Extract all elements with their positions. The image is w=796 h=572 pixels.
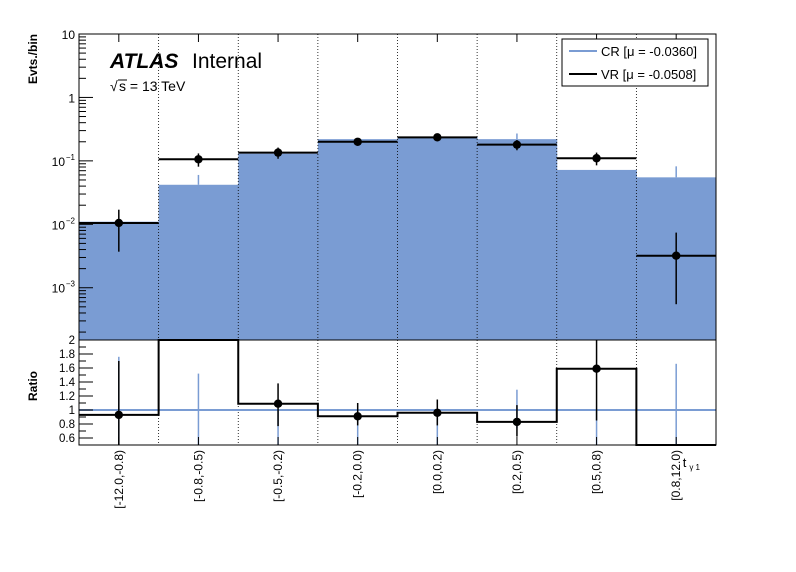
ratio-y-tick-label: 0.6 [59,433,75,445]
main-y-tick-label: 10 [52,155,66,169]
atlas-label: ATLAS [109,50,178,73]
x-axis-label-main: t [683,455,687,470]
energy-label: s = 13 TeV [119,78,186,94]
x-tick-label: [-0.2,0.0) [351,450,365,498]
ratio-panel: 0.6 0.8 1 1.2 1.4 1.6 1.8 2 [-12.0,-0.8) [-0.8,-… [26,335,717,509]
sqrt-symbol: √ [110,78,118,94]
main-y-tick-label: 1 [68,91,75,105]
x-tick-label: [0.0,0.2) [430,450,444,494]
x-tick-label: [-0.5,-0.2) [271,450,285,502]
ratio-y-tick-label: 1.8 [59,349,75,361]
vr-point [273,148,283,157]
ratio-y-tick-label: 1.4 [59,377,76,389]
x-axis-label-sub: γ 1 [689,463,700,472]
ratio-y-tick-label: 1.2 [59,391,75,403]
main-bin-separators [158,34,637,340]
cr-bar [238,153,319,340]
ratio-point [114,410,124,420]
ratio-point [592,364,601,373]
cr-error-bars [197,133,677,185]
x-tick-labels: [-12.0,-0.8) [-0.8,-0.5) [-0.5,-0.2) [-0.2,… [112,450,683,509]
internal-label: Internal [192,50,262,73]
vr-points [79,133,716,305]
vr-point [433,133,442,142]
cr-bar [397,136,478,340]
cr-bar [158,184,239,340]
main-y-tick-label: 10 [52,218,66,232]
cr-bar [317,139,398,340]
x-tick-label: [0.2,0.5) [510,450,524,494]
main-y-tick-exponent: −3 [66,280,76,289]
vr-point [592,154,601,163]
ratio-point [353,412,362,421]
vr-point [512,140,522,149]
ratio-y-tick-label: 1 [69,405,75,417]
x-tick-label: [-12.0,-0.8) [112,450,126,509]
cr-bar [477,139,558,340]
ratio-y-tick-label: 0.8 [59,419,75,431]
ratio-point [433,408,442,417]
vr-point [671,251,681,260]
ratio-y-axis: 0.6 0.8 1 1.2 1.4 1.6 1.8 2 [59,335,93,446]
legend-box [561,38,709,87]
x-tick-label: [0.8,12.0) [669,450,683,501]
main-y-axis-label: Evts./bin [26,34,40,84]
ratio-point [512,417,522,427]
legend: CR [μ = -0.0360] VR [μ = -0.0508] [561,38,709,87]
x-tick-label: [0.5,0.8) [590,450,604,494]
ratio-y-axis-label: Ratio [26,371,40,401]
vr-point [353,137,362,146]
ratio-y-tick-label: 2 [69,335,75,347]
vr-point [114,218,124,228]
main-y-tick-exponent: −2 [66,216,76,225]
legend-vr-label: VR [μ = -0.0508] [601,67,696,82]
ratio-y-tick-label: 1.6 [59,363,75,375]
x-tick-label: [-0.8,-0.5) [191,450,205,502]
ratio-point [273,399,283,408]
ratio-frame [78,339,717,446]
cr-bar [556,169,637,340]
main-y-tick-exponent: −1 [66,153,76,162]
main-y-tick-label: 10 [52,282,66,296]
legend-cr-label: CR [μ = -0.0360] [601,44,697,59]
ratio-x-ticks [118,437,677,445]
main-y-tick-label: 10 [62,28,76,42]
vr-point [194,155,203,164]
cr-histogram [79,136,717,340]
